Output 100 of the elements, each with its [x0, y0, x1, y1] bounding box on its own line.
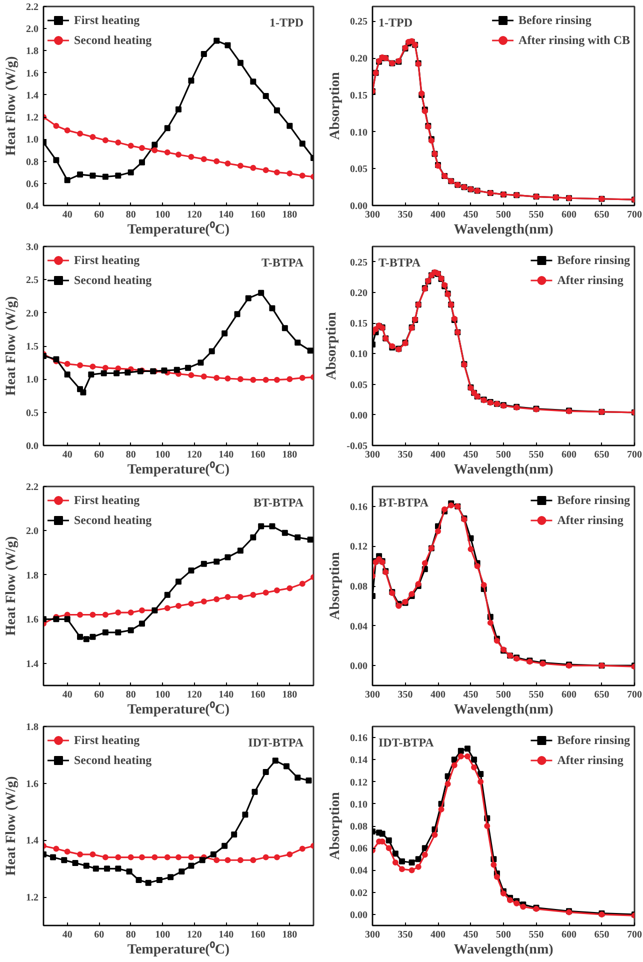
y-tick-label: 2.2	[26, 482, 38, 493]
x-tick-label: 500	[496, 690, 511, 700]
x-tick-label: 80	[126, 930, 136, 940]
x-tick-label: 80	[126, 450, 136, 460]
x-tick-label: 350	[398, 450, 413, 460]
y-tick-label: 0.00	[350, 201, 368, 212]
y-tick-label: 1.6	[26, 614, 38, 626]
y-tick-label: 1.6	[26, 778, 38, 790]
x-tick-label: 120	[186, 450, 202, 460]
y-tick-label: 0.10	[350, 127, 368, 138]
y-tick-label: 0.20	[350, 288, 368, 299]
y-tick-label: 0.10	[350, 349, 368, 360]
x-tick-label: 550	[528, 450, 544, 460]
y-tick-label: 2.0	[26, 24, 38, 36]
x-tick-label: 700	[627, 930, 642, 940]
x-tick-label: 100	[155, 450, 170, 460]
x-tick-label: 180	[282, 930, 298, 940]
x-tick-label: 600	[562, 930, 576, 940]
y-tick-label: 1.8	[26, 722, 38, 733]
legend-label: Before rinsing	[557, 252, 630, 268]
annotation: T-BTPA	[378, 256, 421, 270]
x-tick-label: 60	[94, 930, 104, 940]
y-tick-label: 1.6	[26, 68, 38, 80]
x-tick-label: 40	[62, 690, 72, 700]
y-tick-label: 0.02	[350, 888, 368, 899]
x-tick-label: 400	[430, 450, 446, 460]
annotation: 1-TPD	[378, 16, 413, 30]
x-tick-label: 100	[155, 690, 170, 700]
x-tick-label: 500	[496, 210, 511, 220]
y-tick-label: 1.0	[26, 374, 38, 386]
x-tick-label: 600	[562, 450, 576, 460]
x-tick-label: 300	[365, 930, 380, 940]
x-tick-label: 160	[250, 930, 266, 940]
legend-label: Second heating	[74, 752, 152, 768]
y-tick-label: 0.05	[350, 164, 368, 176]
x-tick-label: 160	[250, 210, 266, 220]
y-tick-label: 0.25	[350, 257, 368, 268]
x-tick-label: 40	[62, 450, 72, 460]
x-tick-label: 650	[594, 930, 610, 940]
y-tick-label: 2.2	[26, 2, 38, 13]
x-tick-label: 60	[94, 210, 104, 220]
y-tick-label: 0.05	[350, 380, 368, 391]
legend-label: Second heating	[74, 32, 152, 48]
y-tick-label: 1.0	[26, 134, 38, 146]
x-tick-label: 180	[282, 690, 298, 700]
x-tick-label: 400	[430, 930, 446, 940]
y-tick-label: 3.0	[26, 242, 38, 253]
x-axis-title: Temperature(⁰C)	[127, 460, 230, 478]
y-tick-label: 0.6	[26, 178, 38, 190]
x-tick-label: 550	[528, 690, 544, 700]
y-tick-label: 0.14	[350, 755, 368, 766]
y-tick-label: 1.2	[26, 892, 38, 904]
x-axis-title: Temperature(⁰C)	[127, 700, 230, 718]
y-axis-title: Absorption	[328, 792, 343, 860]
y-tick-label: 1.4	[26, 836, 38, 847]
y-tick-label: 0.8	[26, 156, 38, 168]
annotation: BT-BTPA	[378, 496, 429, 510]
y-tick-label: 0.15	[350, 318, 368, 330]
y-axis-title: Absorption	[324, 312, 340, 380]
y-tick-label: -0.05	[346, 441, 368, 452]
y-tick-label: 0.16	[350, 502, 368, 513]
y-tick-label: 0.04	[350, 621, 368, 632]
y-tick-label: 2.0	[26, 526, 38, 538]
y-tick-label: 0.00	[350, 410, 368, 422]
y-axis-title: Absorption	[328, 72, 343, 140]
y-tick-label: 1.8	[26, 570, 38, 582]
x-tick-label: 180	[282, 450, 298, 460]
x-tick-label: 300	[365, 450, 380, 460]
y-tick-label: 0.16	[350, 733, 368, 744]
x-tick-label: 550	[528, 930, 544, 940]
legend-label: First heating	[74, 12, 140, 28]
legend-label: After rinsing	[557, 272, 624, 288]
legend-label: First heating	[74, 252, 140, 268]
x-tick-label: 120	[186, 930, 202, 940]
legend-label: Before rinsing	[557, 732, 630, 748]
x-tick-label: 450	[463, 690, 478, 700]
y-axis-title: Heat Flow (W/g)	[4, 56, 19, 156]
x-tick-label: 350	[398, 210, 413, 220]
x-tick-label: 140	[218, 210, 234, 220]
y-tick-label: 0.4	[26, 201, 38, 212]
x-tick-label: 700	[627, 690, 642, 700]
x-tick-label: 450	[463, 210, 478, 220]
x-tick-label: 80	[126, 690, 136, 700]
y-tick-label: 2.5	[26, 275, 38, 286]
annotation: BT-BTPA	[253, 496, 304, 510]
y-tick-label: 0.08	[350, 582, 368, 592]
y-tick-label: 0.25	[350, 16, 368, 28]
y-tick-label: 2.0	[26, 308, 38, 320]
x-tick-label: 650	[594, 690, 610, 700]
x-axis-title: Temperature(⁰C)	[127, 940, 230, 958]
x-tick-label: 120	[186, 210, 202, 220]
y-tick-label: 0.10	[350, 799, 368, 810]
x-tick-label: 140	[218, 930, 234, 940]
y-tick-label: 1.8	[26, 46, 38, 58]
y-tick-label: 1.4	[26, 658, 38, 670]
annotation: IDT-BTPA	[248, 736, 304, 750]
y-axis-title: Absorption	[328, 552, 343, 620]
legend-label: First heating	[74, 732, 140, 748]
annotation: 1-TPD	[270, 16, 304, 30]
y-tick-label: 0.5	[26, 408, 38, 419]
